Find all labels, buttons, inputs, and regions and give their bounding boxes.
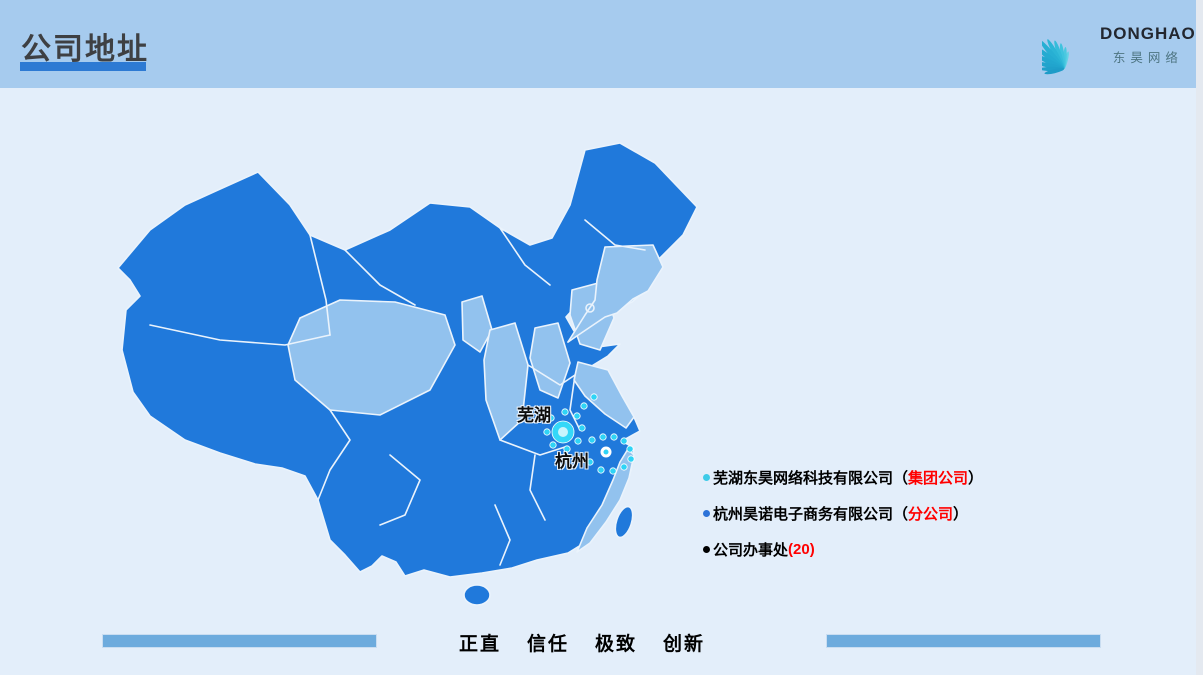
slogan-word: 信任 bbox=[526, 634, 569, 655]
legend-highlight: (20) bbox=[788, 540, 815, 558]
footer-bar-left bbox=[102, 634, 377, 648]
legend-highlight: 集团公司 bbox=[908, 469, 969, 487]
legend-text: 芜湖东昊网络科技有限公司 bbox=[713, 469, 894, 487]
province-shanxi bbox=[529, 322, 571, 399]
slogan-word: 创新 bbox=[663, 634, 706, 655]
fan-leaves-icon bbox=[1042, 39, 1069, 75]
province-coastal bbox=[576, 448, 635, 553]
china-map: 芜湖 杭州 bbox=[105, 125, 705, 615]
legend-text: 公司办事处 bbox=[713, 541, 789, 559]
map-taiwan bbox=[614, 505, 634, 539]
legend-item-branch-company: 杭州昊诺电子商务有限公司（分公司） bbox=[703, 502, 983, 524]
slide-header: 公司地址 DONGHAO 东昊网络 bbox=[0, 0, 1196, 88]
legend-highlight: 分公司 bbox=[908, 505, 954, 523]
map-hainan bbox=[463, 584, 491, 606]
page-title: 公司地址 bbox=[21, 33, 149, 66]
map-label-wuhu: 芜湖 bbox=[517, 406, 551, 425]
legend-bullet-blue bbox=[703, 509, 710, 517]
hangzhou-marker bbox=[586, 433, 635, 475]
wuhu-marker bbox=[543, 393, 598, 453]
china-map-svg bbox=[117, 142, 698, 606]
province-jiangsu bbox=[573, 361, 635, 429]
province-northeast bbox=[567, 244, 664, 343]
footer-bar-right bbox=[826, 634, 1101, 648]
province-shaanxi bbox=[483, 322, 529, 441]
title-underline bbox=[20, 62, 146, 71]
legend-bullet-cyan bbox=[703, 473, 710, 481]
logo-subtitle: 东昊网络 bbox=[1112, 51, 1183, 65]
slogan-word: 极致 bbox=[595, 634, 638, 655]
slogan: 正直 信任 极致 创新 bbox=[392, 629, 772, 656]
map-legend: 芜湖东昊网络科技有限公司（集团公司） 杭州昊诺电子商务有限公司（分公司） 公司办… bbox=[703, 466, 983, 574]
map-label-hangzhou: 杭州 bbox=[555, 452, 589, 471]
legend-item-offices: 公司办事处 (20) bbox=[703, 538, 983, 560]
legend-bullet-black bbox=[703, 545, 710, 553]
right-edge-strip bbox=[1196, 0, 1203, 675]
slogan-word: 正直 bbox=[458, 634, 501, 655]
logo-name: DONGHAO bbox=[1100, 24, 1196, 43]
legend-text: 杭州昊诺电子商务有限公司 bbox=[713, 505, 894, 523]
company-logo: DONGHAO 东昊网络 bbox=[1042, 6, 1195, 82]
province-ningxia bbox=[461, 295, 493, 353]
office-markers bbox=[543, 393, 635, 475]
legend-item-group-company: 芜湖东昊网络科技有限公司（集团公司） bbox=[703, 466, 983, 488]
